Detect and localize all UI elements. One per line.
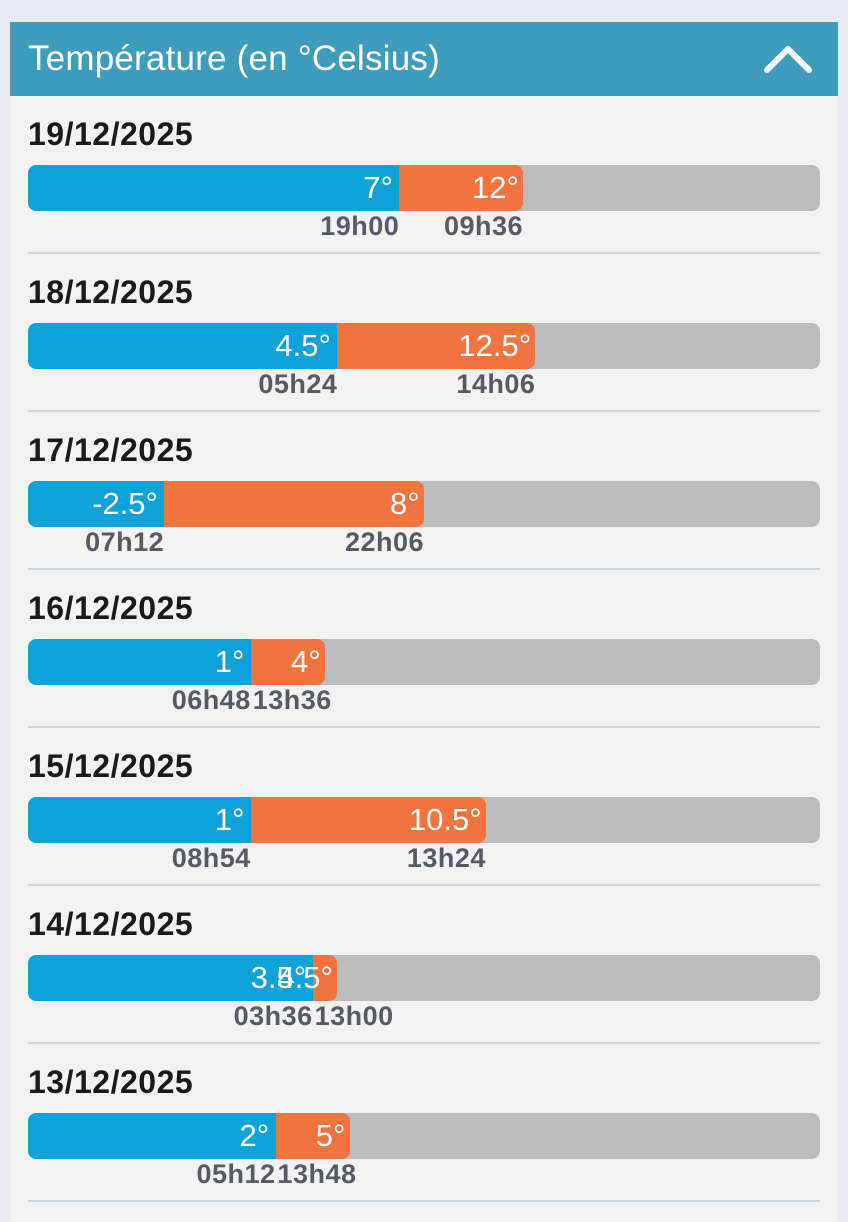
temperature-track: -2.5° 8° <box>28 481 820 527</box>
temperature-track: 1° 10.5° <box>28 797 820 843</box>
day-date: 18/12/2025 <box>28 274 194 310</box>
min-temperature-time: 05h12 <box>196 1159 276 1189</box>
max-temperature-time: 14h06 <box>456 369 536 399</box>
max-temperature-label: 12° <box>472 170 519 205</box>
min-temperature-bar <box>28 1113 276 1159</box>
min-temperature-label: 7° <box>363 170 393 205</box>
max-temperature-time: 22h06 <box>345 527 425 557</box>
day-row: 14/12/2025 3.5° 4.5° 03h36 13h00 <box>10 886 838 1044</box>
max-temperature-label: 4.5° <box>277 960 333 995</box>
max-temperature-bar <box>250 639 325 685</box>
row-divider <box>28 1042 820 1044</box>
max-temperature-bar <box>312 955 338 1001</box>
min-temperature-label: 1° <box>214 644 245 679</box>
row-divider <box>28 410 820 412</box>
max-temperature-bar <box>399 165 523 211</box>
day-row: 18/12/2025 4.5° 12.5° 05h24 14h06 <box>10 254 838 412</box>
day-date: 13/12/2025 <box>28 1064 194 1100</box>
panel-title: Température (en °Celsius) <box>28 39 440 78</box>
min-temperature-bar <box>28 481 165 527</box>
max-temperature-label: 4° <box>291 644 321 679</box>
min-temperature-time: 05h24 <box>258 369 338 399</box>
min-temperature-bar <box>28 323 338 369</box>
day-row: 17/12/2025 -2.5° 8° 07h12 22h06 <box>10 412 838 570</box>
temperature-panel: Température (en °Celsius) 19/12/2025 7° 12… <box>10 22 838 1222</box>
day-date: 14/12/2025 <box>28 906 194 942</box>
row-divider <box>28 1200 820 1202</box>
min-temperature-time: 19h00 <box>320 211 400 241</box>
panel-header[interactable]: Température (en °Celsius) <box>10 22 838 96</box>
max-temperature-bar <box>275 1113 350 1159</box>
row-divider <box>28 568 820 570</box>
day-date: 16/12/2025 <box>28 590 194 626</box>
chevron-up-icon[interactable] <box>762 39 814 79</box>
min-temperature-time: 03h36 <box>233 1001 313 1031</box>
day-row: 16/12/2025 1° 4° 06h48 13h36 <box>10 570 838 728</box>
max-temperature-bar <box>164 481 424 527</box>
max-temperature-time: 09h36 <box>444 211 524 241</box>
max-temperature-time: 13h48 <box>277 1159 357 1189</box>
row-divider <box>28 252 820 254</box>
day-date: 17/12/2025 <box>28 432 194 468</box>
max-temperature-bar <box>337 323 536 369</box>
min-temperature-label: 4.5° <box>275 328 331 363</box>
max-temperature-time: 13h24 <box>406 843 486 873</box>
temperature-track: 2° 5° <box>28 1113 820 1159</box>
temperature-track: 7° 12° <box>28 165 820 211</box>
temperature-track: 4.5° 12.5° <box>28 323 820 369</box>
min-temperature-label: 3.5° <box>250 960 307 995</box>
min-temperature-label: 1° <box>214 802 245 837</box>
day-row: 15/12/2025 1° 10.5° 08h54 13h24 <box>10 728 838 886</box>
max-temperature-label: 5° <box>315 1118 346 1153</box>
min-temperature-bar <box>28 165 400 211</box>
day-row: 19/12/2025 7° 12° 19h00 09h36 <box>10 96 838 254</box>
min-temperature-time: 07h12 <box>85 527 165 557</box>
min-temperature-bar <box>28 955 313 1001</box>
max-temperature-label: 8° <box>390 486 420 521</box>
max-temperature-time: 13h36 <box>252 685 332 715</box>
day-date: 15/12/2025 <box>28 748 194 784</box>
row-divider <box>28 884 820 886</box>
min-temperature-bar <box>28 639 251 685</box>
min-temperature-bar <box>28 797 251 843</box>
day-date: 19/12/2025 <box>28 116 194 152</box>
max-temperature-bar <box>250 797 486 843</box>
temperature-track: 3.5° 4.5° <box>28 955 820 1001</box>
min-temperature-label: -2.5° <box>92 486 158 521</box>
row-divider <box>28 726 820 728</box>
max-temperature-time: 13h00 <box>314 1001 394 1031</box>
min-temperature-time: 06h48 <box>171 685 251 715</box>
max-temperature-label: 12.5° <box>458 328 532 363</box>
max-temperature-label: 10.5° <box>408 802 482 837</box>
min-temperature-label: 2° <box>239 1118 270 1153</box>
temperature-track: 1° 4° <box>28 639 820 685</box>
min-temperature-time: 08h54 <box>171 843 251 873</box>
day-row: 13/12/2025 2° 5° 05h12 13h48 <box>10 1044 838 1202</box>
